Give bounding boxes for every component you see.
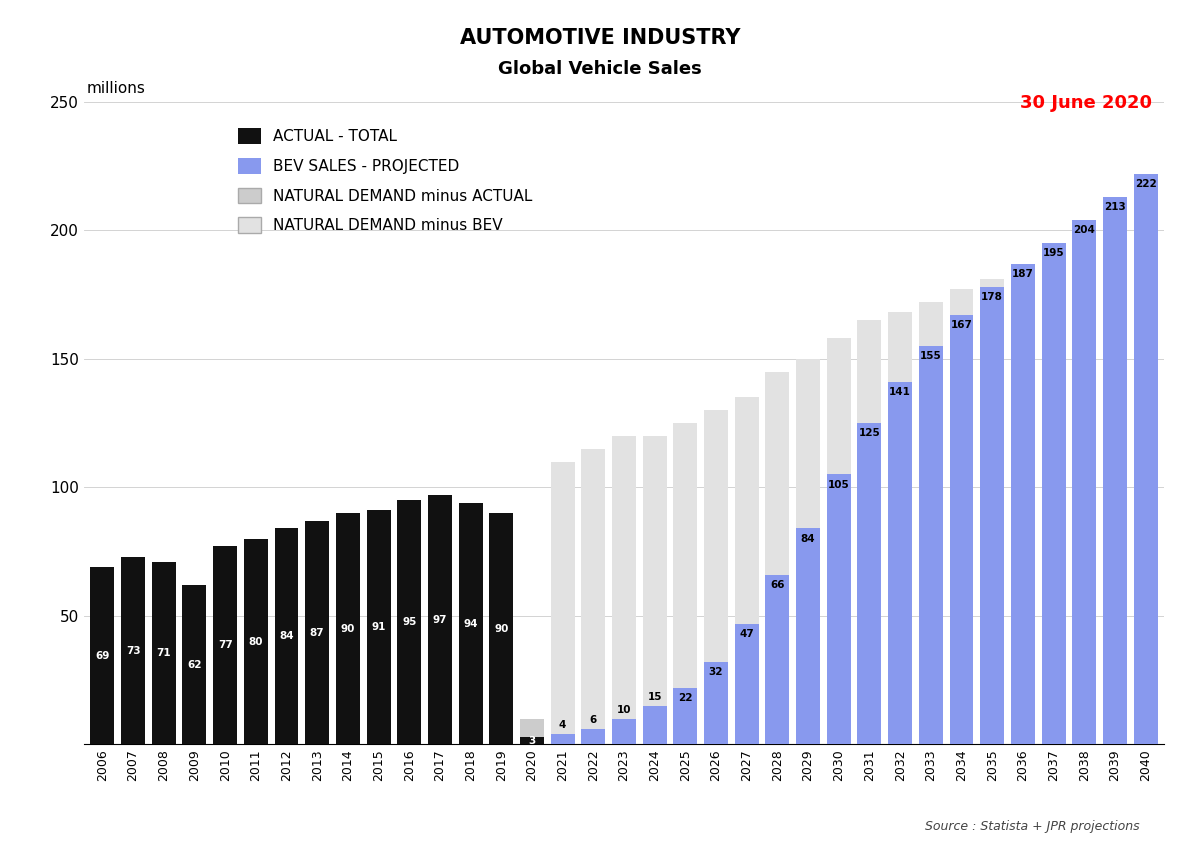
Bar	[796, 529, 820, 744]
Text: 204: 204	[1073, 225, 1096, 235]
Bar	[766, 371, 790, 574]
Bar	[980, 287, 1004, 744]
Bar	[275, 529, 299, 744]
Text: 94: 94	[463, 618, 478, 629]
Text: 22: 22	[678, 693, 692, 703]
Text: 6: 6	[589, 715, 596, 725]
Text: 15: 15	[648, 692, 662, 702]
Bar	[734, 398, 758, 624]
Bar	[980, 279, 1004, 287]
Bar	[1103, 196, 1127, 744]
Bar	[428, 495, 452, 744]
Bar	[949, 315, 973, 744]
Bar	[1134, 173, 1158, 744]
Text: Global Vehicle Sales: Global Vehicle Sales	[498, 60, 702, 79]
Bar	[581, 729, 605, 744]
Text: 10: 10	[617, 705, 631, 715]
Text: 71: 71	[156, 648, 172, 658]
Bar	[643, 706, 667, 744]
Bar	[551, 734, 575, 744]
Text: 84: 84	[280, 631, 294, 641]
Bar	[949, 289, 973, 315]
Text: 178: 178	[982, 292, 1003, 302]
Bar	[182, 585, 206, 744]
Text: 73: 73	[126, 645, 140, 656]
Bar	[1010, 264, 1034, 744]
Text: 77: 77	[217, 640, 233, 651]
Bar	[858, 320, 882, 423]
Bar	[397, 500, 421, 744]
Bar	[1073, 220, 1096, 744]
Bar	[673, 688, 697, 744]
Text: 69: 69	[95, 651, 109, 661]
Bar	[673, 423, 697, 688]
Text: AUTOMOTIVE INDUSTRY: AUTOMOTIVE INDUSTRY	[460, 28, 740, 48]
Text: 32: 32	[709, 667, 724, 678]
Bar	[1042, 243, 1066, 744]
Bar	[90, 567, 114, 744]
Bar	[827, 475, 851, 744]
Text: 222: 222	[1135, 179, 1157, 189]
Bar	[796, 359, 820, 529]
Bar	[734, 624, 758, 744]
Bar	[244, 539, 268, 744]
Text: 90: 90	[341, 624, 355, 634]
Text: 167: 167	[950, 320, 972, 330]
Bar	[704, 410, 728, 662]
Text: 87: 87	[310, 628, 324, 638]
Bar	[490, 513, 514, 744]
Text: 141: 141	[889, 387, 911, 397]
Bar	[643, 436, 667, 706]
Bar	[581, 448, 605, 729]
Text: 97: 97	[433, 615, 448, 624]
Bar	[858, 423, 882, 744]
Text: millions: millions	[88, 81, 146, 96]
Text: 125: 125	[858, 428, 881, 438]
Bar	[336, 513, 360, 744]
Text: 155: 155	[920, 351, 942, 361]
Bar	[888, 382, 912, 744]
Bar	[214, 547, 238, 744]
Text: 30 June 2020: 30 June 2020	[1020, 94, 1152, 113]
Text: 90: 90	[494, 624, 509, 634]
Text: 91: 91	[371, 623, 385, 633]
Text: 66: 66	[770, 580, 785, 590]
Bar	[612, 436, 636, 719]
Bar	[704, 662, 728, 744]
Text: 187: 187	[1012, 269, 1034, 278]
Text: 80: 80	[248, 636, 263, 646]
Bar	[458, 503, 482, 744]
Bar	[766, 574, 790, 744]
Text: 213: 213	[1104, 202, 1126, 212]
Bar	[520, 737, 544, 744]
Bar	[888, 312, 912, 382]
Text: 95: 95	[402, 618, 416, 628]
Bar	[305, 521, 329, 744]
Text: 105: 105	[828, 480, 850, 490]
Bar	[520, 719, 544, 737]
Text: 3: 3	[528, 736, 535, 745]
Text: 62: 62	[187, 660, 202, 670]
Text: 84: 84	[800, 534, 816, 544]
Text: 195: 195	[1043, 248, 1064, 258]
Text: 47: 47	[739, 629, 754, 639]
Text: 4: 4	[559, 720, 566, 730]
Bar	[551, 462, 575, 734]
Text: Source : Statista + JPR projections: Source : Statista + JPR projections	[925, 821, 1140, 833]
Legend: ACTUAL - TOTAL, BEV SALES - PROJECTED, NATURAL DEMAND minus ACTUAL, NATURAL DEMA: ACTUAL - TOTAL, BEV SALES - PROJECTED, N…	[232, 122, 539, 239]
Bar	[152, 562, 175, 744]
Bar	[919, 346, 943, 744]
Bar	[612, 719, 636, 744]
Bar	[366, 510, 390, 744]
Bar	[919, 302, 943, 346]
Bar	[827, 338, 851, 475]
Bar	[121, 557, 145, 744]
